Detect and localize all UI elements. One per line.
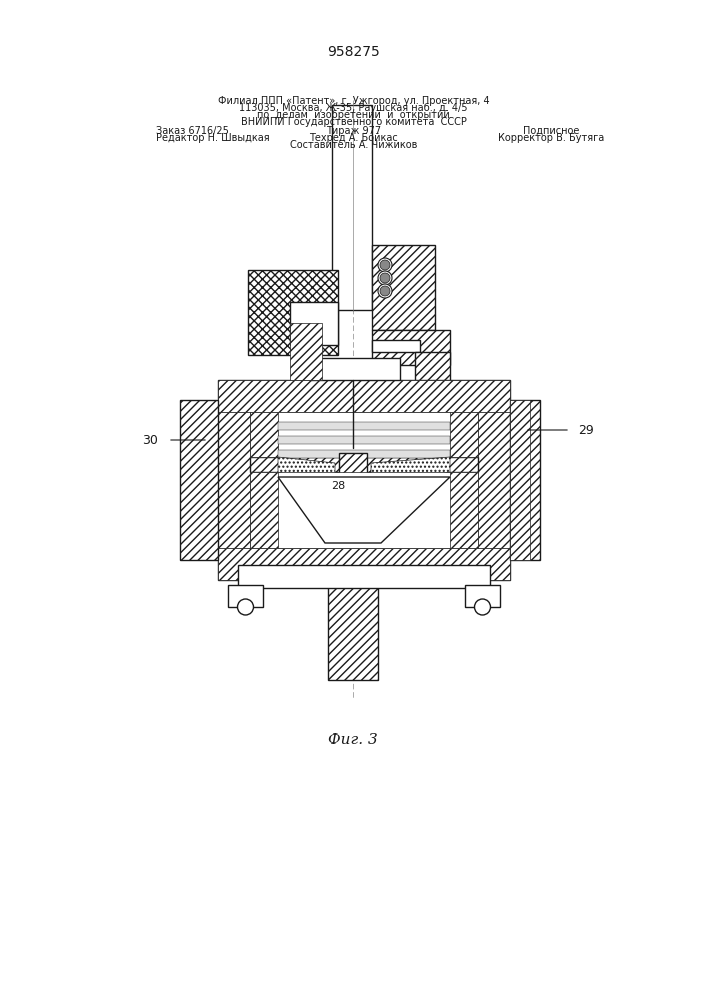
Bar (510, 400, 530, 560)
Bar (290, 323, 322, 380)
Bar (290, 302, 338, 345)
Bar (310, 358, 400, 380)
Circle shape (380, 286, 390, 296)
Bar (218, 412, 250, 548)
Text: Составитель А. Чижиков: Составитель А. Чижиков (290, 140, 417, 150)
Text: Фиг. 3: Фиг. 3 (328, 733, 378, 747)
Circle shape (378, 271, 392, 285)
Text: ВНИИПИ Государственного комитета  СССР: ВНИИПИ Государственного комитета СССР (240, 117, 467, 127)
Bar (510, 400, 540, 560)
Bar (332, 105, 372, 310)
Bar (278, 450, 450, 458)
Bar (478, 412, 510, 548)
Circle shape (474, 599, 491, 615)
Polygon shape (278, 457, 335, 487)
Circle shape (238, 599, 254, 615)
Text: Техред А. Бойкас: Техред А. Бойкас (309, 133, 398, 143)
Text: Филиал ППП «Патент», г. Ужгород, ул. Проектная, 4: Филиал ППП «Патент», г. Ужгород, ул. Про… (218, 96, 489, 106)
Text: 28: 28 (331, 481, 345, 491)
Polygon shape (371, 457, 450, 487)
Bar (218, 380, 510, 580)
Bar (372, 330, 450, 365)
Text: Подписное: Подписное (523, 126, 580, 136)
Bar (250, 472, 478, 548)
Bar (250, 472, 278, 548)
Bar (278, 436, 450, 444)
Bar (372, 245, 435, 330)
Bar (180, 400, 218, 560)
Bar (218, 548, 510, 580)
Text: по  делам  изобретений  и  открытий: по делам изобретений и открытий (257, 110, 450, 120)
Bar (372, 340, 420, 352)
Bar (250, 412, 478, 548)
Circle shape (378, 258, 392, 272)
Bar (228, 585, 263, 607)
Bar (450, 472, 478, 548)
Bar (250, 412, 278, 457)
Circle shape (378, 284, 392, 298)
Text: Заказ 6716/25: Заказ 6716/25 (156, 126, 228, 136)
Text: Корректор В. Бутяга: Корректор В. Бутяга (498, 133, 604, 143)
Text: 958275: 958275 (327, 45, 380, 59)
Bar (339, 453, 367, 493)
Text: 29: 29 (578, 424, 594, 436)
Bar (250, 457, 478, 472)
Bar (248, 270, 338, 355)
Bar (415, 352, 450, 390)
Polygon shape (278, 477, 450, 543)
Circle shape (380, 273, 390, 283)
Text: Тираж 977: Тираж 977 (326, 126, 381, 136)
Text: 113035, Москва, Ж-35, Раушская наб., д. 4/5: 113035, Москва, Ж-35, Раушская наб., д. … (239, 103, 468, 113)
Bar (218, 380, 510, 412)
Bar (238, 565, 490, 588)
Circle shape (380, 260, 390, 270)
Bar (465, 585, 500, 607)
Text: 30: 30 (142, 434, 158, 446)
Bar (278, 422, 450, 430)
Bar (328, 580, 378, 680)
Bar (450, 412, 478, 457)
Text: Редактор Н. Швыдкая: Редактор Н. Швыдкая (156, 133, 269, 143)
